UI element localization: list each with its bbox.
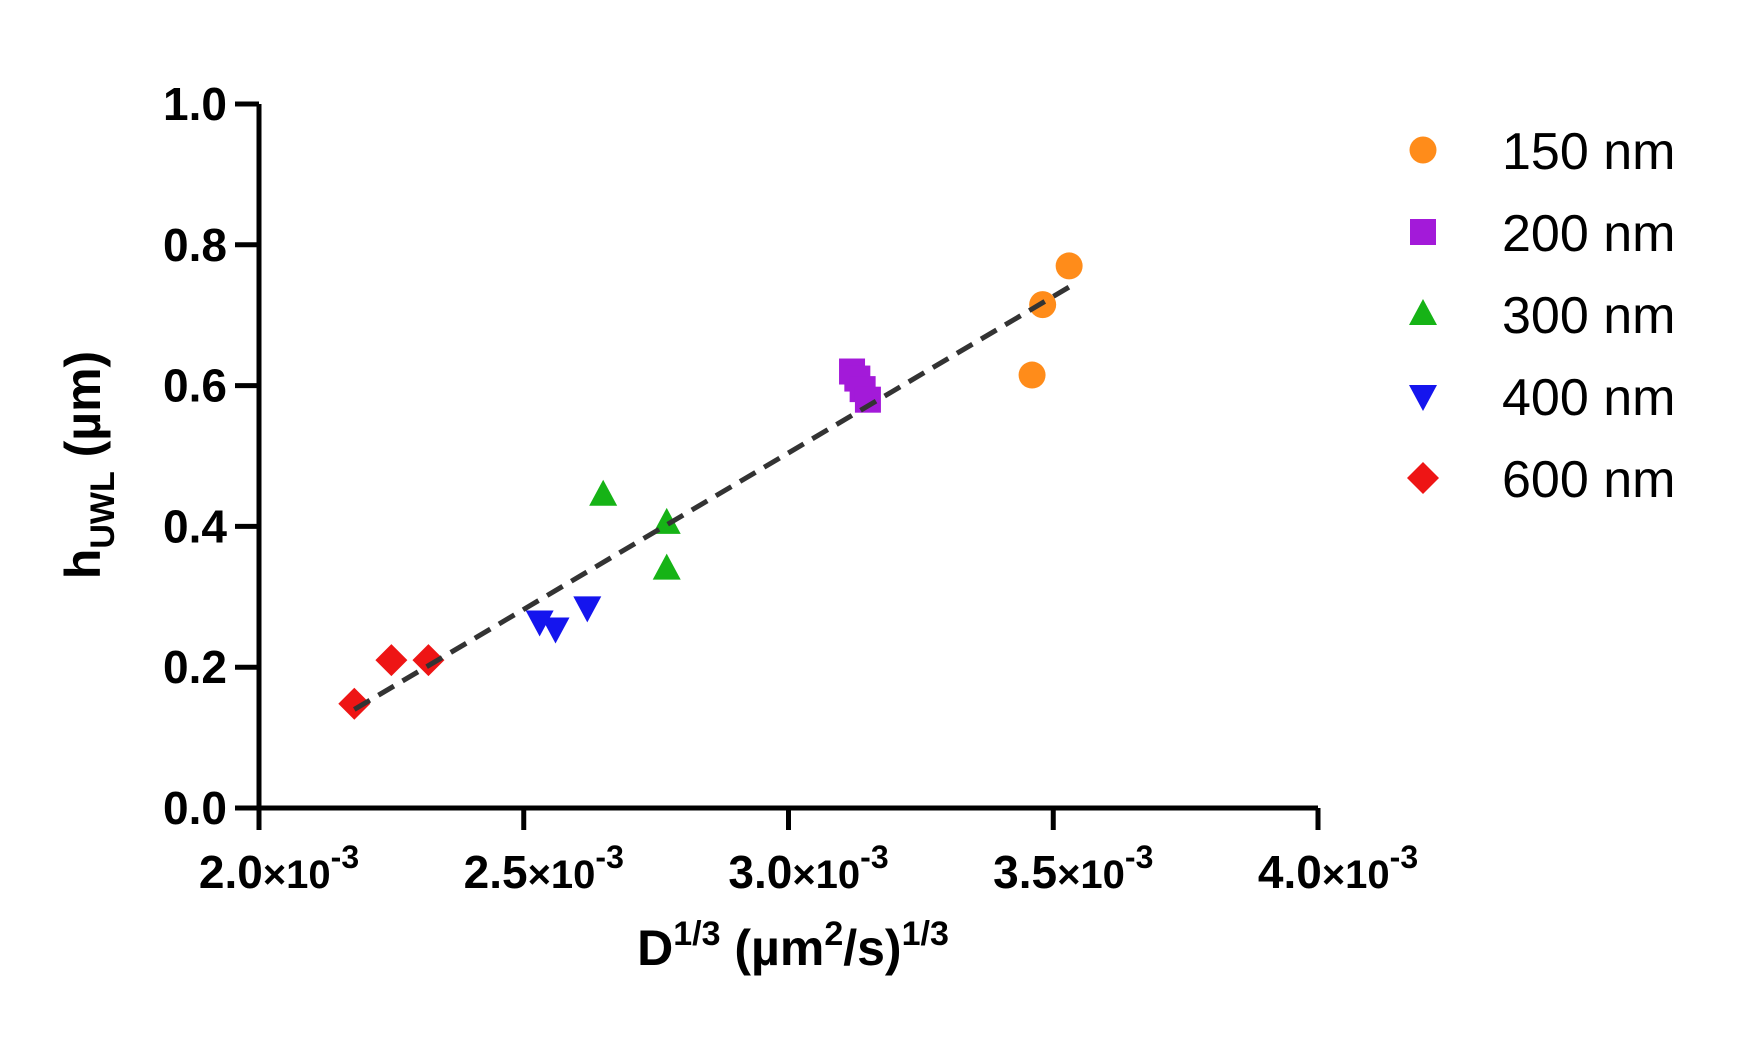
legend-label: 200 nm (1502, 205, 1675, 263)
y-axis-title: hUWL (µm) (55, 351, 122, 579)
data-point (338, 687, 371, 720)
data-point (573, 596, 602, 623)
x-tick-label: 4.0×10-3 (1258, 839, 1418, 898)
legend-label: 600 nm (1502, 451, 1675, 509)
y-axis-ticks: 0.0 0.2 0.4 0.6 0.8 1.0 (163, 78, 259, 834)
data-point (1018, 361, 1046, 389)
x-tick-label: 3.5×10-3 (993, 839, 1153, 898)
data-point (652, 507, 681, 534)
x-tick-label: 2.0×10-3 (199, 839, 359, 898)
legend-marker (1409, 385, 1437, 411)
legend: 150 nm 200 nm 300 nm 400 nm 600 nm (1407, 123, 1675, 509)
x-tick-label: 2.5×10-3 (464, 839, 624, 898)
data-point (541, 617, 570, 644)
legend-label: 150 nm (1502, 123, 1675, 181)
data-point (652, 553, 681, 580)
data-point (412, 644, 445, 677)
y-tick-label: 0.8 (163, 219, 227, 271)
data-point (525, 610, 554, 637)
data-point (589, 479, 618, 506)
axes (256, 104, 1318, 830)
legend-marker (1407, 462, 1439, 494)
y-tick-label: 0.2 (163, 641, 227, 693)
y-tick-label: 0.0 (163, 782, 227, 834)
x-tick-label: 3.0×10-3 (728, 839, 888, 898)
data-point (375, 644, 408, 677)
data-points (338, 252, 1083, 720)
data-point (1055, 252, 1083, 280)
legend-marker (1409, 136, 1437, 164)
legend-label: 400 nm (1502, 369, 1675, 427)
y-tick-label: 1.0 (163, 78, 227, 130)
fit-line (353, 284, 1071, 712)
x-axis-ticks: 2.0×10-3 2.5×10-3 3.0×10-3 3.5×10-3 4.0×10-3 (199, 808, 1418, 898)
x-axis-title: D1/3 (µm2/s)1/3 (637, 915, 949, 976)
y-tick-label: 0.6 (163, 360, 227, 412)
legend-marker (1410, 219, 1436, 245)
y-tick-label: 0.4 (163, 500, 227, 552)
legend-label: 300 nm (1502, 287, 1675, 345)
legend-marker (1409, 299, 1437, 325)
